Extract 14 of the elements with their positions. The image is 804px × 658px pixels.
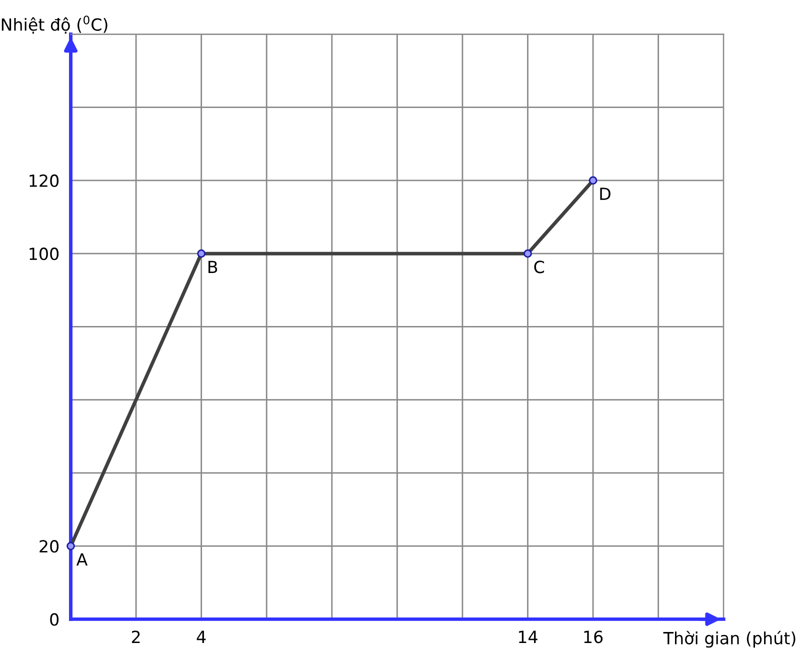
x-tick-label: 14 xyxy=(518,630,538,643)
x-tick-label: 16 xyxy=(584,630,603,644)
y-axis-title: Nhiệt độ ($^{0}$C) xyxy=(2,16,108,34)
y-tick-label: 120 xyxy=(30,174,59,188)
annotation: D xyxy=(600,188,610,200)
annotation: A xyxy=(76,553,88,566)
y-tick-label: 100 xyxy=(30,248,59,260)
annotation: B xyxy=(208,260,218,274)
y-tick-label: 20 xyxy=(40,540,59,553)
y-tick-label: 0 xyxy=(50,613,59,626)
x-axis-title: Thời gian (phút) xyxy=(663,630,796,648)
x-tick-label: 4 xyxy=(196,630,206,643)
x-tick-label: 2 xyxy=(132,630,140,643)
annotation: C xyxy=(534,260,544,274)
